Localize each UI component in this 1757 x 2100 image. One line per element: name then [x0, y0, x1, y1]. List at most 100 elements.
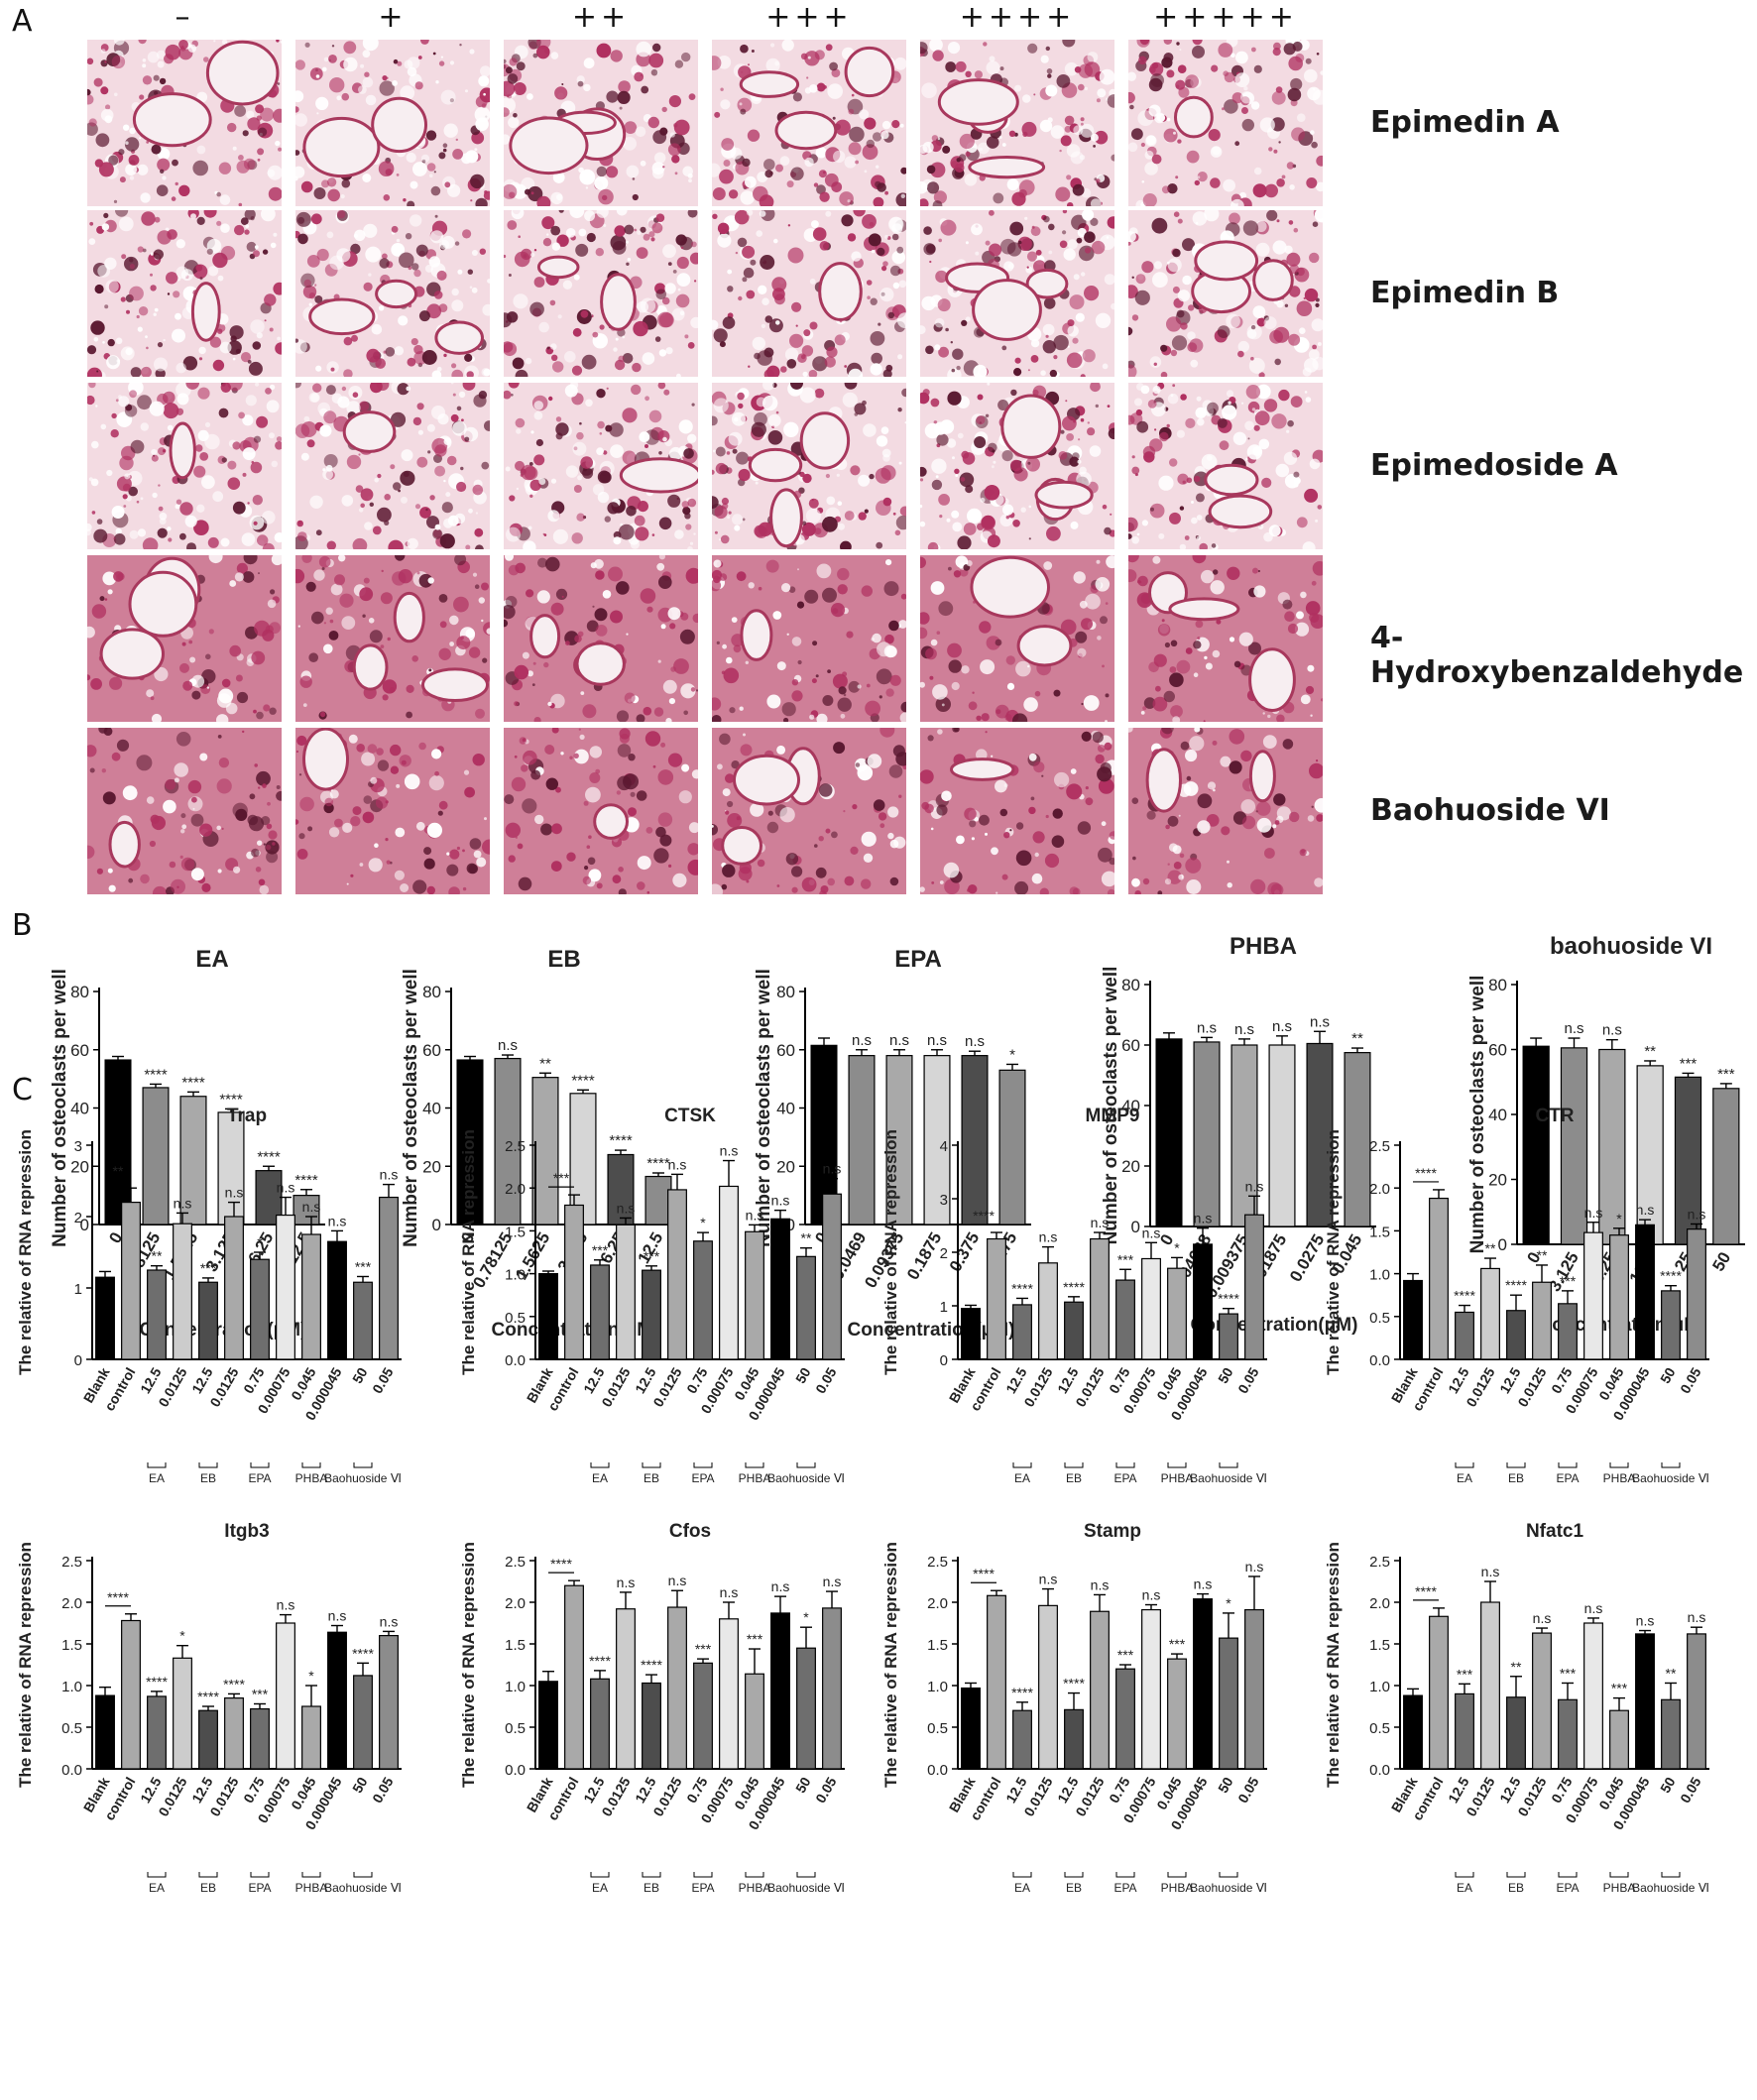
significance-label: n.s — [1636, 1613, 1655, 1629]
y-tick-label: 2.0 — [505, 1181, 526, 1198]
bar — [1403, 1694, 1423, 1770]
group-bracket — [693, 1872, 713, 1878]
y-tick-label: 0 — [432, 1216, 441, 1234]
group-label: PHBA — [739, 1881, 771, 1895]
group-bracket — [642, 1872, 661, 1878]
bar — [961, 1055, 989, 1225]
bar — [590, 1678, 610, 1770]
y-tick-label: 2.5 — [927, 1554, 948, 1571]
group-label: EA — [1014, 1881, 1030, 1895]
group-label: Baohuoside Ⅵ — [1190, 1881, 1267, 1895]
group-label: EB — [200, 1881, 216, 1895]
group-bracket — [745, 1462, 764, 1468]
y-tick-label: 40 — [422, 1100, 441, 1118]
bar — [1064, 1708, 1084, 1770]
bar — [224, 1696, 244, 1770]
y-axis-label: The relative of RNA repression — [881, 1129, 900, 1375]
bar — [770, 1218, 790, 1360]
column-header-4: ++++ — [959, 0, 1076, 35]
y-tick-label: 1.0 — [505, 1267, 526, 1284]
y-tick-label: 60 — [422, 1041, 441, 1060]
panel-label-a: A — [12, 4, 33, 39]
group-label: Baohuoside Ⅵ — [767, 1881, 845, 1895]
group-bracket — [1661, 1462, 1681, 1468]
significance-label: n.s — [771, 1193, 790, 1209]
bar — [1306, 1042, 1334, 1227]
significance-label: ** — [152, 1248, 163, 1264]
significance-label: n.s — [965, 1033, 985, 1050]
bar — [1635, 1224, 1655, 1360]
significance-label: n.s — [225, 1185, 244, 1201]
bar — [923, 1055, 951, 1225]
x-tick-label: 50 — [1215, 1774, 1236, 1796]
bar — [998, 1069, 1026, 1225]
significance-label: * — [1616, 1211, 1622, 1226]
group-label: EB — [1508, 1471, 1524, 1485]
chart-title: PHBA — [1230, 933, 1297, 960]
bar — [770, 1612, 790, 1770]
micrograph-tile — [295, 555, 490, 722]
significance-label: n.s — [1194, 1576, 1213, 1592]
micrograph-tile — [1128, 383, 1323, 549]
x-tick-label: 0.05 — [812, 1774, 840, 1806]
bar — [1635, 1633, 1655, 1770]
group-bracket — [693, 1462, 713, 1468]
significance-label: **** — [146, 1674, 168, 1690]
y-tick-label: 80 — [1488, 976, 1507, 994]
chart-cfos: Cfos The relative of RNA repression 0.0 0.5… — [459, 1521, 845, 1895]
bar — [1583, 1622, 1603, 1770]
y-axis-label: The relative of RNA repression — [459, 1129, 478, 1375]
group-label: EPA — [691, 1881, 714, 1895]
group-bracket — [1167, 1872, 1187, 1878]
micrograph-tile — [295, 40, 490, 206]
panel-label-c: C — [12, 1073, 33, 1108]
significance-label: n.s — [1688, 1206, 1706, 1222]
chart-title: EPA — [894, 946, 942, 973]
bar — [1609, 1234, 1629, 1360]
significance-label: *** — [1560, 1273, 1577, 1289]
group-bracket — [590, 1462, 610, 1468]
micrograph-tile — [712, 383, 906, 549]
bar — [1038, 1262, 1058, 1360]
micrograph-tile — [295, 728, 490, 894]
significance-label: **** — [641, 1657, 662, 1673]
group-label: EPA — [1113, 1881, 1136, 1895]
bar — [1193, 1243, 1213, 1360]
significance-label: n.s — [1039, 1229, 1058, 1245]
panel-label-b: B — [12, 908, 33, 943]
significance-label: *** — [1117, 1251, 1134, 1267]
group-label: EPA — [248, 1881, 271, 1895]
significance-label: *** — [355, 1258, 372, 1274]
y-tick-label: 0 — [1498, 1235, 1507, 1254]
bar — [719, 1618, 739, 1770]
chart-title: Trap — [227, 1106, 267, 1126]
group-label: EA — [1457, 1471, 1472, 1485]
y-tick-label: 60 — [70, 1041, 89, 1060]
group-bracket — [1506, 1462, 1526, 1468]
x-tick-label: 0.05 — [1677, 1364, 1704, 1396]
bracket-significance: **** — [1415, 1165, 1437, 1181]
significance-label: n.s — [1197, 1019, 1217, 1036]
x-tick-label: 50 — [1657, 1364, 1679, 1386]
chart-title: CTSK — [664, 1106, 716, 1126]
bar — [1674, 1076, 1702, 1245]
bar — [848, 1055, 876, 1225]
micrograph-tile — [87, 210, 282, 377]
significance-label: *** — [1560, 1665, 1577, 1681]
significance-label: *** — [1457, 1666, 1473, 1682]
micrograph-tile — [920, 40, 1114, 206]
group-label: EPA — [248, 1471, 271, 1485]
significance-label: * — [179, 1628, 185, 1644]
y-tick-label: 1.0 — [505, 1679, 526, 1695]
x-tick-label: 50 — [1657, 1774, 1679, 1796]
micrograph-tile — [920, 210, 1114, 377]
bar — [1155, 1038, 1183, 1227]
bar — [796, 1255, 816, 1360]
chart-epa: EPA Number of osteoclasts per well 0 20 40 60… — [754, 946, 1031, 1341]
significance-label: n.s — [1564, 1020, 1583, 1037]
bar — [1429, 1615, 1449, 1770]
bar — [353, 1675, 373, 1770]
y-tick-label: 40 — [776, 1100, 795, 1118]
significance-label: *** — [1717, 1066, 1735, 1083]
significance-label: **** — [646, 1155, 670, 1172]
